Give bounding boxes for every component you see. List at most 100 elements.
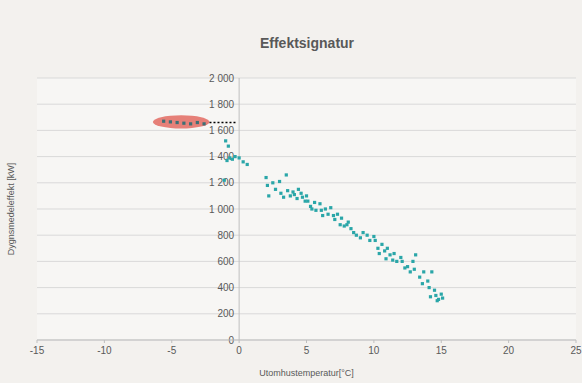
- reference-line: [209, 122, 236, 124]
- point: [169, 120, 172, 123]
- point: [274, 188, 277, 191]
- x-tick: [508, 340, 509, 343]
- point: [227, 145, 230, 148]
- x-tick-label: 10: [368, 345, 380, 356]
- point: [347, 221, 350, 224]
- point: [266, 184, 269, 187]
- point: [233, 155, 236, 158]
- y-tick-label: 1 200: [209, 177, 234, 188]
- point: [224, 139, 227, 142]
- point: [361, 231, 364, 234]
- point: [162, 120, 165, 123]
- plot-marks: [153, 115, 444, 302]
- point: [320, 209, 323, 212]
- point: [306, 200, 309, 203]
- x-tick: [306, 340, 307, 343]
- point: [310, 207, 313, 210]
- point: [428, 286, 431, 289]
- point: [246, 163, 249, 166]
- point: [182, 122, 185, 125]
- y-tick-label: 600: [217, 256, 234, 267]
- point: [386, 247, 389, 250]
- y-tick-label: 400: [217, 282, 234, 293]
- y-tick-label: 1 000: [209, 204, 234, 215]
- x-tick-label: 20: [503, 345, 515, 356]
- point: [429, 295, 432, 298]
- point: [285, 173, 288, 176]
- x-tick-label: 0: [236, 345, 242, 356]
- point: [289, 194, 292, 197]
- point: [433, 289, 436, 292]
- point: [411, 260, 414, 263]
- point: [340, 217, 343, 220]
- x-tick-label: 25: [570, 345, 582, 356]
- point: [318, 202, 321, 205]
- point: [286, 189, 289, 192]
- point: [295, 197, 298, 200]
- y-tick-label: 1 800: [209, 99, 234, 110]
- point: [264, 176, 267, 179]
- point: [223, 179, 226, 182]
- point: [271, 181, 274, 184]
- x-axis-title: Utomhustemperatur[°C]: [259, 368, 354, 378]
- x-tick-label: -10: [97, 345, 112, 356]
- point: [401, 260, 404, 263]
- point: [392, 252, 395, 255]
- point: [372, 235, 375, 238]
- point: [380, 243, 383, 246]
- point: [430, 270, 433, 273]
- point: [339, 223, 342, 226]
- y-tick-label: 800: [217, 230, 234, 241]
- background: [0, 0, 582, 383]
- point: [329, 206, 332, 209]
- point: [374, 239, 377, 242]
- x-tick: [171, 340, 172, 343]
- x-tick: [441, 340, 442, 343]
- point: [399, 256, 402, 259]
- point: [384, 257, 387, 260]
- grid-line: [37, 235, 576, 236]
- point: [282, 196, 285, 199]
- point: [267, 194, 270, 197]
- point: [176, 121, 179, 124]
- point: [242, 160, 245, 163]
- x-tick: [373, 340, 374, 343]
- point: [406, 265, 409, 268]
- point: [388, 253, 391, 256]
- point: [366, 234, 369, 237]
- point: [301, 196, 304, 199]
- point: [189, 122, 192, 125]
- point: [293, 193, 296, 196]
- point: [409, 270, 412, 273]
- x-tick: [37, 340, 38, 343]
- grid-line: [37, 156, 576, 157]
- point: [313, 201, 316, 204]
- point: [422, 270, 425, 273]
- grid-line: [37, 78, 576, 79]
- point: [333, 218, 336, 221]
- grid-line: [37, 104, 576, 105]
- grid-line: [37, 209, 576, 210]
- point: [359, 236, 362, 239]
- point: [332, 214, 335, 217]
- x-tick-label: 5: [304, 345, 310, 356]
- x-tick: [239, 340, 240, 343]
- point: [314, 209, 317, 212]
- point: [395, 260, 398, 263]
- point: [418, 276, 421, 279]
- point: [421, 282, 424, 285]
- point: [414, 253, 417, 256]
- point: [305, 194, 308, 197]
- point: [297, 188, 300, 191]
- grid-line: [37, 287, 576, 288]
- point: [437, 298, 440, 301]
- point: [336, 213, 339, 216]
- y-tick-label: 1 600: [209, 125, 234, 136]
- point: [440, 293, 443, 296]
- point: [441, 296, 444, 299]
- x-tick: [104, 340, 105, 343]
- point: [324, 207, 327, 210]
- grid-line: [37, 261, 576, 262]
- plot-area: [37, 78, 576, 340]
- point: [326, 213, 329, 216]
